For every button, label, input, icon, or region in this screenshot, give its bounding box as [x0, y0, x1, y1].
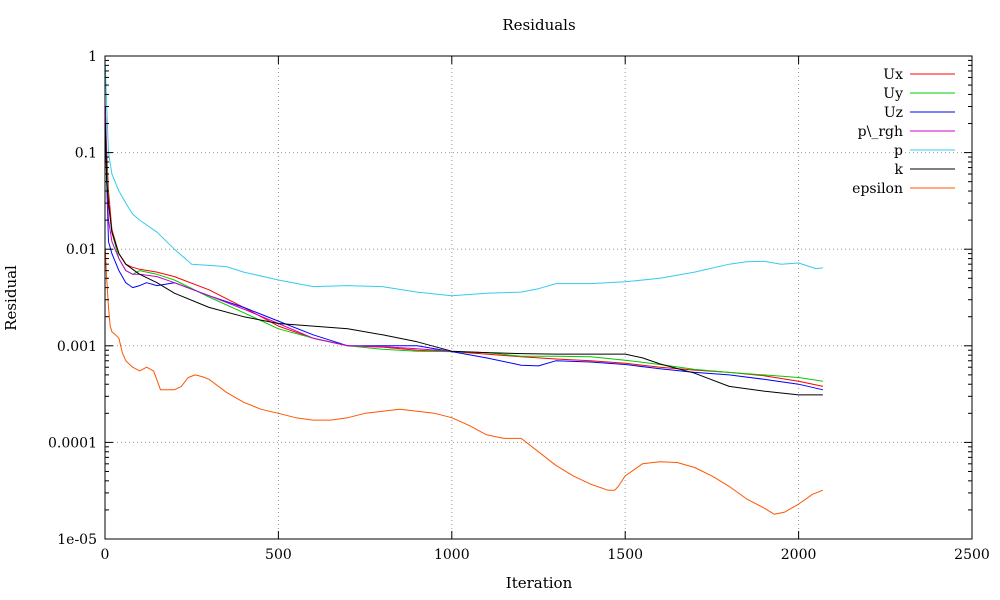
x-tick-label: 2500	[954, 547, 990, 563]
legend-label: p	[894, 143, 903, 159]
legend-label: epsilon	[852, 181, 903, 197]
x-tick-label: 1000	[434, 547, 470, 563]
y-tick-label: 0.1	[75, 146, 97, 162]
y-tick-label: 1	[88, 49, 97, 65]
x-tick-label: 500	[265, 547, 292, 563]
x-tick-label: 0	[101, 547, 110, 563]
series-line-ux	[104, 106, 824, 387]
legend-label: Ux	[883, 67, 903, 83]
legend-label: p\_rgh	[858, 124, 903, 140]
grid-lines	[105, 56, 972, 539]
series-line-p	[104, 65, 823, 297]
y-tick-label: 0.01	[66, 242, 97, 258]
y-tick-label: 1e-05	[57, 532, 97, 548]
series-line-uy	[104, 123, 823, 382]
legend-label: Uz	[884, 105, 903, 121]
legend-label: Uy	[883, 86, 903, 102]
x-axis-label: Iteration	[506, 574, 573, 592]
series-lines	[104, 65, 824, 515]
axis-ticks: 0 500 1000 1500 2000 2500 1 0.1 0.01 0.001 0.0001 1…	[48, 49, 990, 563]
series-line-epsilon	[104, 249, 824, 515]
y-tick-label: 0.001	[57, 339, 97, 355]
y-tick-label: 0.0001	[48, 435, 97, 451]
x-tick-label: 2000	[781, 547, 817, 563]
series-line-prgh	[104, 106, 452, 352]
y-axis-label: Residual	[2, 265, 20, 331]
series-line-k	[104, 123, 823, 396]
legend-label: k	[895, 162, 904, 178]
x-tick-label: 1500	[607, 547, 643, 563]
plot-frame	[104, 55, 973, 540]
chart-title: Residuals	[502, 16, 575, 34]
series-line-uz	[104, 106, 824, 391]
